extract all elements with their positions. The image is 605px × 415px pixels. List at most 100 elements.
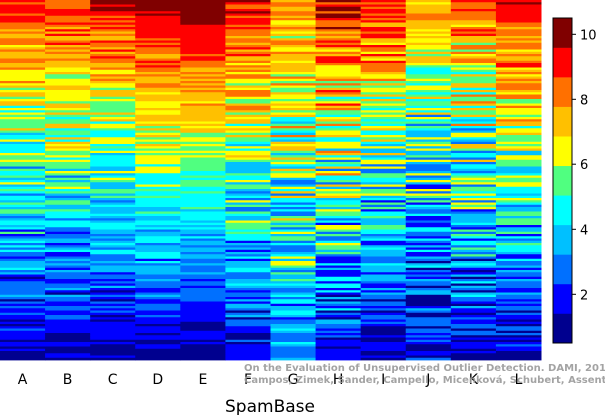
heatmap-cell: [315, 175, 362, 179]
heatmap-cell: [450, 267, 497, 271]
heatmap-cell: [0, 225, 46, 228]
heatmap-cell: [135, 18, 181, 21]
heatmap-cell: [360, 130, 407, 134]
heatmap-cell: [270, 348, 317, 352]
heatmap-cell: [45, 207, 91, 210]
heatmap-cell: [360, 90, 407, 93]
heatmap-cell: [0, 299, 46, 302]
heatmap-cell: [270, 148, 317, 152]
heatmap-cell: [180, 60, 226, 64]
heatmap-cell: [315, 177, 362, 181]
heatmap-cell: [0, 231, 46, 235]
heatmap-cell: [0, 319, 46, 323]
heatmap-cell: [180, 283, 226, 287]
heatmap-cell: [270, 27, 317, 30]
heatmap-cell: [360, 321, 407, 325]
heatmap-cell: [180, 13, 226, 17]
heatmap-cell: [495, 33, 542, 37]
heatmap-cell: [360, 303, 407, 307]
heatmap-cell: [405, 229, 452, 233]
colorbar-tick-label: 4: [580, 223, 588, 238]
heatmap-cell: [45, 65, 91, 68]
heatmap-cell: [90, 252, 136, 255]
heatmap-cell: [90, 74, 136, 77]
heatmap-cell: [0, 200, 46, 203]
heatmap-cell: [495, 292, 542, 296]
heatmap-cell: [90, 114, 136, 118]
heatmap-cell: [270, 328, 317, 332]
heatmap-cell: [0, 11, 46, 14]
heatmap-cell: [135, 153, 181, 156]
heatmap-cell: [450, 272, 497, 275]
heatmap-cell: [495, 13, 542, 17]
heatmap-cell: [45, 276, 91, 280]
heatmap-cell: [135, 20, 181, 23]
heatmap-cell: [270, 31, 317, 35]
heatmap-cell: [495, 31, 542, 35]
heatmap-cell: [270, 108, 317, 111]
heatmap-cell: [270, 90, 317, 93]
heatmap-cell: [315, 231, 362, 235]
heatmap-cell: [405, 294, 452, 298]
heatmap-cell: [45, 195, 91, 199]
heatmap-cell: [135, 180, 181, 183]
heatmap-cell: [45, 306, 91, 309]
heatmap-cell: [225, 299, 271, 302]
heatmap-cell: [270, 337, 317, 341]
heatmap-cell: [180, 15, 226, 19]
heatmap-cell: [90, 207, 136, 210]
heatmap-cell: [450, 326, 497, 329]
x-tick-label: K: [469, 372, 479, 388]
heatmap-cell: [360, 33, 407, 37]
heatmap-cell: [90, 335, 136, 338]
heatmap-cell: [180, 195, 226, 199]
heatmap-cell: [270, 191, 317, 194]
heatmap-cell: [405, 328, 452, 332]
heatmap-cell: [405, 195, 452, 199]
heatmap-cell: [450, 357, 497, 361]
heatmap-cell: [90, 200, 136, 203]
heatmap-cell: [0, 159, 46, 163]
heatmap-cell: [135, 308, 181, 311]
heatmap-cell: [270, 22, 317, 26]
heatmap-cell: [360, 315, 407, 318]
heatmap-cell: [180, 155, 226, 158]
heatmap-cell: [135, 285, 181, 289]
heatmap-cell: [405, 351, 452, 354]
heatmap-cell: [90, 47, 136, 50]
heatmap-cell: [90, 54, 136, 57]
heatmap-cell: [0, 2, 46, 5]
heatmap-cell: [315, 204, 362, 208]
heatmap-cell: [135, 211, 181, 215]
heatmap-cell: [495, 225, 542, 228]
heatmap-cell: [270, 186, 317, 190]
heatmap-cell: [135, 65, 181, 68]
heatmap-cell: [225, 24, 271, 28]
heatmap-cell: [405, 45, 452, 48]
heatmap-cell: [90, 204, 136, 208]
heatmap-cell: [270, 144, 317, 147]
heatmap-cell: [315, 105, 362, 109]
heatmap-cell: [225, 357, 271, 361]
heatmap-cell: [405, 31, 452, 35]
heatmap-cell: [450, 18, 497, 21]
heatmap-cell: [315, 144, 362, 147]
heatmap-cell: [405, 207, 452, 210]
heatmap-cell: [90, 11, 136, 14]
heatmap-cell: [405, 78, 452, 82]
heatmap-cell: [0, 355, 46, 359]
heatmap-cell: [315, 218, 362, 221]
heatmap-cell: [315, 207, 362, 210]
heatmap-cell: [225, 342, 271, 345]
heatmap-cell: [495, 135, 542, 138]
heatmap-cell: [90, 139, 136, 143]
heatmap-cell: [360, 83, 407, 86]
heatmap-cell: [225, 180, 271, 183]
heatmap-cell: [225, 119, 271, 122]
heatmap-cell: [180, 274, 226, 278]
heatmap-cell: [135, 76, 181, 80]
heatmap-cell: [45, 74, 91, 77]
heatmap-cell: [225, 207, 271, 210]
heatmap-cell: [495, 20, 542, 23]
heatmap-cell: [90, 42, 136, 46]
